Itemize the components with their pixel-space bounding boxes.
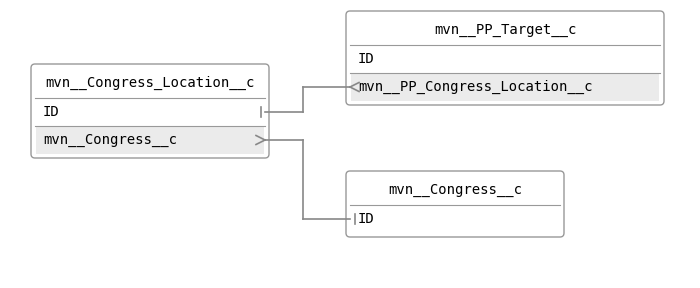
Bar	[36, 98, 264, 126]
Text: mvn__PP_Congress_Location__c: mvn__PP_Congress_Location__c	[358, 80, 592, 94]
FancyBboxPatch shape	[31, 64, 269, 158]
Text: mvn__PP_Target__c: mvn__PP_Target__c	[434, 23, 576, 37]
Text: ID: ID	[358, 212, 374, 226]
FancyBboxPatch shape	[346, 171, 564, 237]
Bar	[351, 45, 659, 73]
Bar	[351, 205, 559, 233]
FancyBboxPatch shape	[346, 11, 664, 105]
Text: ID: ID	[43, 105, 60, 119]
Text: ID: ID	[358, 52, 374, 66]
Bar	[36, 126, 264, 154]
Text: mvn__Congress__c: mvn__Congress__c	[388, 183, 522, 197]
Bar	[351, 73, 659, 101]
Text: mvn__Congress_Location__c: mvn__Congress_Location__c	[46, 76, 255, 90]
Text: mvn__Congress__c: mvn__Congress__c	[43, 133, 177, 147]
